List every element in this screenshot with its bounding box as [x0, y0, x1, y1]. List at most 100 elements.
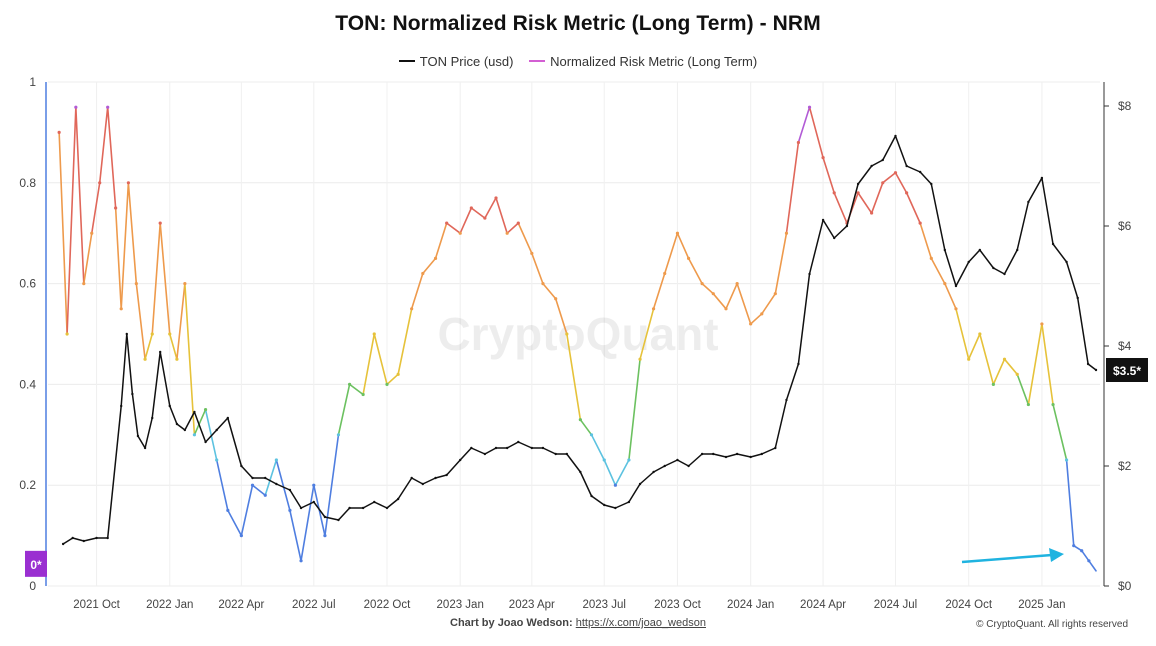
risk-segment	[930, 257, 946, 285]
x-tick-label: 2021 Oct	[73, 599, 120, 611]
risk-segment	[857, 192, 873, 214]
risk-point	[627, 458, 631, 462]
risk-point	[288, 508, 292, 512]
risk-point	[134, 282, 138, 286]
price-point	[71, 536, 74, 540]
risk-point	[773, 292, 777, 296]
risk-point	[469, 206, 473, 210]
risk-segment	[725, 282, 738, 310]
price-point	[131, 392, 134, 396]
risk-segment	[808, 106, 824, 159]
risk-point	[372, 332, 376, 336]
price-point	[978, 248, 982, 252]
price-point	[627, 500, 631, 504]
risk-segment	[240, 484, 254, 537]
risk-segment	[1052, 403, 1068, 461]
price-point	[735, 452, 739, 456]
risk-point	[347, 382, 352, 386]
x-tick-label: 2024 Jul	[874, 599, 917, 611]
price-point	[930, 182, 933, 186]
legend-item-risk[interactable]: Normalized Risk Metric (Long Term)	[529, 54, 757, 69]
price-point	[1065, 260, 1068, 264]
price-point	[565, 452, 569, 456]
x-tick-label: 2023 Apr	[509, 599, 555, 611]
risk-point	[663, 271, 667, 276]
risk-segment	[470, 207, 486, 219]
risk-segment	[894, 171, 908, 194]
legend-label-risk: Normalized Risk Metric (Long Term)	[550, 53, 758, 69]
risk-segment	[506, 222, 520, 234]
price-point	[183, 428, 187, 432]
price-point	[136, 434, 140, 438]
price-point	[638, 482, 642, 486]
price-point	[760, 452, 764, 456]
price-point	[652, 470, 655, 474]
price-point	[106, 536, 109, 540]
y-left-tick-label: 0.2	[19, 478, 36, 492]
last-price-label: $3.5*	[1113, 364, 1141, 378]
price-point	[797, 362, 800, 366]
price-point	[348, 506, 351, 510]
risk-segment	[736, 282, 752, 325]
price-point	[275, 482, 278, 486]
legend-item-price[interactable]: TON Price (usd)	[398, 54, 513, 69]
risk-point	[299, 559, 303, 563]
risk-segment	[215, 459, 229, 512]
risk-point	[735, 282, 739, 286]
risk-segment	[919, 222, 933, 260]
risk-point	[445, 221, 449, 225]
risk-point	[250, 483, 255, 487]
price-point	[459, 458, 462, 462]
risk-segment	[785, 141, 800, 234]
price-point	[125, 332, 128, 336]
price-point	[226, 416, 230, 420]
risk-point	[651, 307, 656, 311]
risk-segment	[1003, 358, 1019, 376]
risk-point	[1026, 402, 1030, 407]
risk-segment	[774, 232, 788, 295]
price-point	[821, 218, 825, 222]
risk-segment	[193, 408, 207, 436]
risk-point	[1040, 322, 1044, 326]
price-point	[82, 539, 86, 543]
risk-point	[203, 408, 208, 412]
risk-point	[396, 372, 400, 376]
risk-segment	[870, 182, 884, 214]
y-right-tick-label: $2	[1118, 459, 1132, 473]
price-point	[1051, 242, 1055, 246]
risk-segment	[348, 383, 364, 396]
risk-point	[530, 251, 534, 255]
risk-segment	[168, 333, 178, 361]
risk-point	[114, 206, 118, 210]
risk-segment	[251, 484, 267, 497]
risk-point	[312, 483, 316, 487]
credit-link[interactable]: https://x.com/joao_wedson	[575, 617, 706, 629]
risk-segment	[603, 459, 617, 487]
risk-segment	[663, 232, 679, 275]
risk-point	[74, 105, 78, 109]
price-point	[396, 497, 400, 501]
risk-segment	[1041, 323, 1054, 406]
risk-segment	[227, 509, 243, 537]
price-point	[323, 515, 327, 519]
price-point	[159, 350, 162, 354]
risk-segment	[144, 333, 154, 361]
risk-segment	[992, 358, 1006, 386]
price-point	[881, 158, 884, 162]
x-tick-label: 2022 Jan	[146, 599, 193, 611]
price-point	[870, 164, 873, 168]
risk-point	[724, 307, 728, 311]
legend-swatch-price	[398, 60, 415, 62]
risk-point	[239, 534, 243, 538]
x-tick-label: 2023 Jul	[582, 599, 625, 611]
risk-segment	[590, 433, 606, 461]
risk-point	[90, 231, 94, 235]
risk-point	[918, 221, 922, 225]
price-point	[421, 482, 425, 486]
risk-segment	[98, 106, 109, 184]
risk-segment	[300, 484, 315, 562]
price-point	[541, 446, 545, 450]
risk-segment	[566, 333, 582, 421]
risk-point	[57, 130, 61, 134]
risk-segment	[1065, 459, 1075, 547]
